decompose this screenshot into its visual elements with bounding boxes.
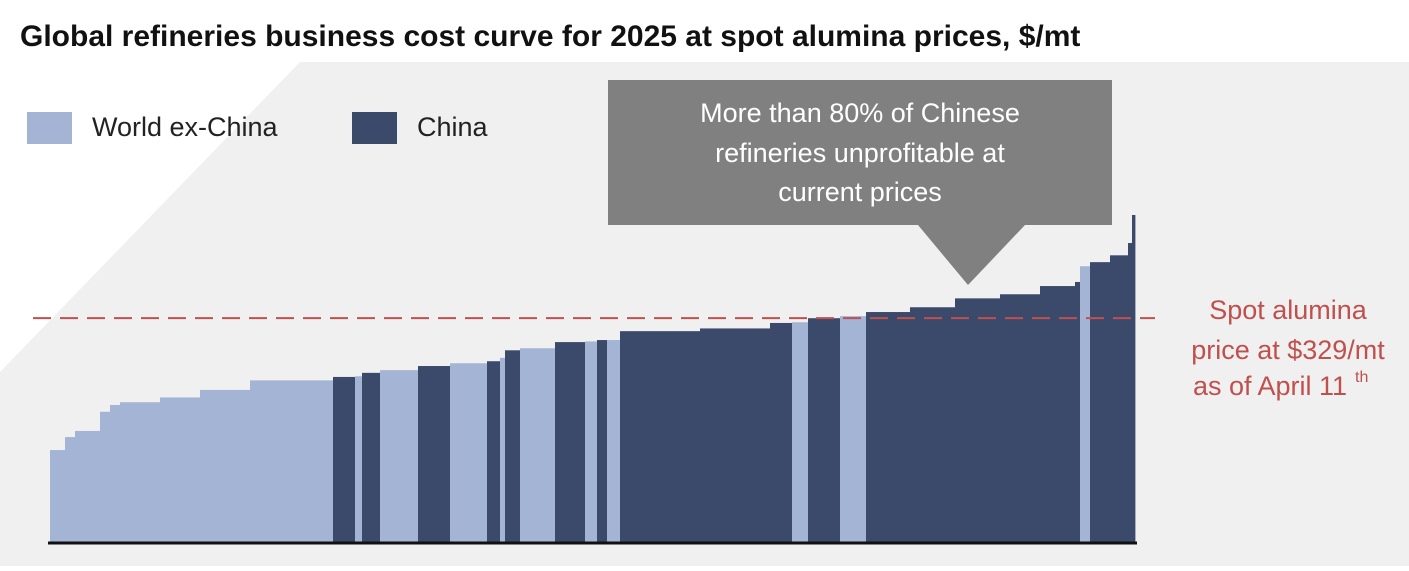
bar [808,318,841,543]
bar [520,348,556,543]
bar [110,404,121,543]
bar [250,380,334,543]
legend-label: World ex-China [92,112,279,142]
bar [362,372,381,543]
reference-label: Spot alumina [1209,295,1368,325]
bar [200,389,251,543]
reference-label: price at $329/mt [1191,335,1385,365]
bar [450,363,488,543]
bar [160,397,201,543]
bar [770,322,793,543]
bar [355,376,363,543]
bar [700,328,771,543]
bar [500,357,506,543]
bar [1080,266,1091,543]
bar [1040,286,1076,543]
bar [65,437,76,543]
bar [1075,281,1081,543]
bar [1110,255,1129,544]
bar [585,341,598,543]
bars [50,215,1136,544]
bar [607,340,621,543]
reference-label: as of April 11 [1193,371,1347,401]
legend-label: China [417,112,489,142]
bar [555,342,586,543]
bar [100,411,111,543]
bar [1000,294,1041,543]
bar [50,450,66,543]
bar [620,331,701,543]
bar [1128,243,1133,543]
bar [597,340,608,543]
callout-text: refineries unprofitable at [715,138,1005,168]
bar [866,312,911,543]
legend-swatch [352,112,397,144]
bar [955,298,1001,543]
bar [75,430,101,543]
bar [380,370,419,543]
callout-text: More than 80% of Chinese [700,98,1020,128]
bar [333,376,356,543]
legend-swatch [27,112,72,144]
bar [910,307,956,543]
callout-box [608,80,1112,285]
bar [1132,215,1136,543]
chart-title: Global refineries business cost curve fo… [20,20,1080,53]
bar [1090,262,1111,543]
bar [487,361,501,543]
bar [505,350,521,543]
bar [418,366,451,543]
bar [120,402,161,543]
reference-label-superscript: th [1355,369,1368,386]
bar [792,322,809,543]
callout-text: current prices [778,177,942,207]
bar [840,316,867,543]
